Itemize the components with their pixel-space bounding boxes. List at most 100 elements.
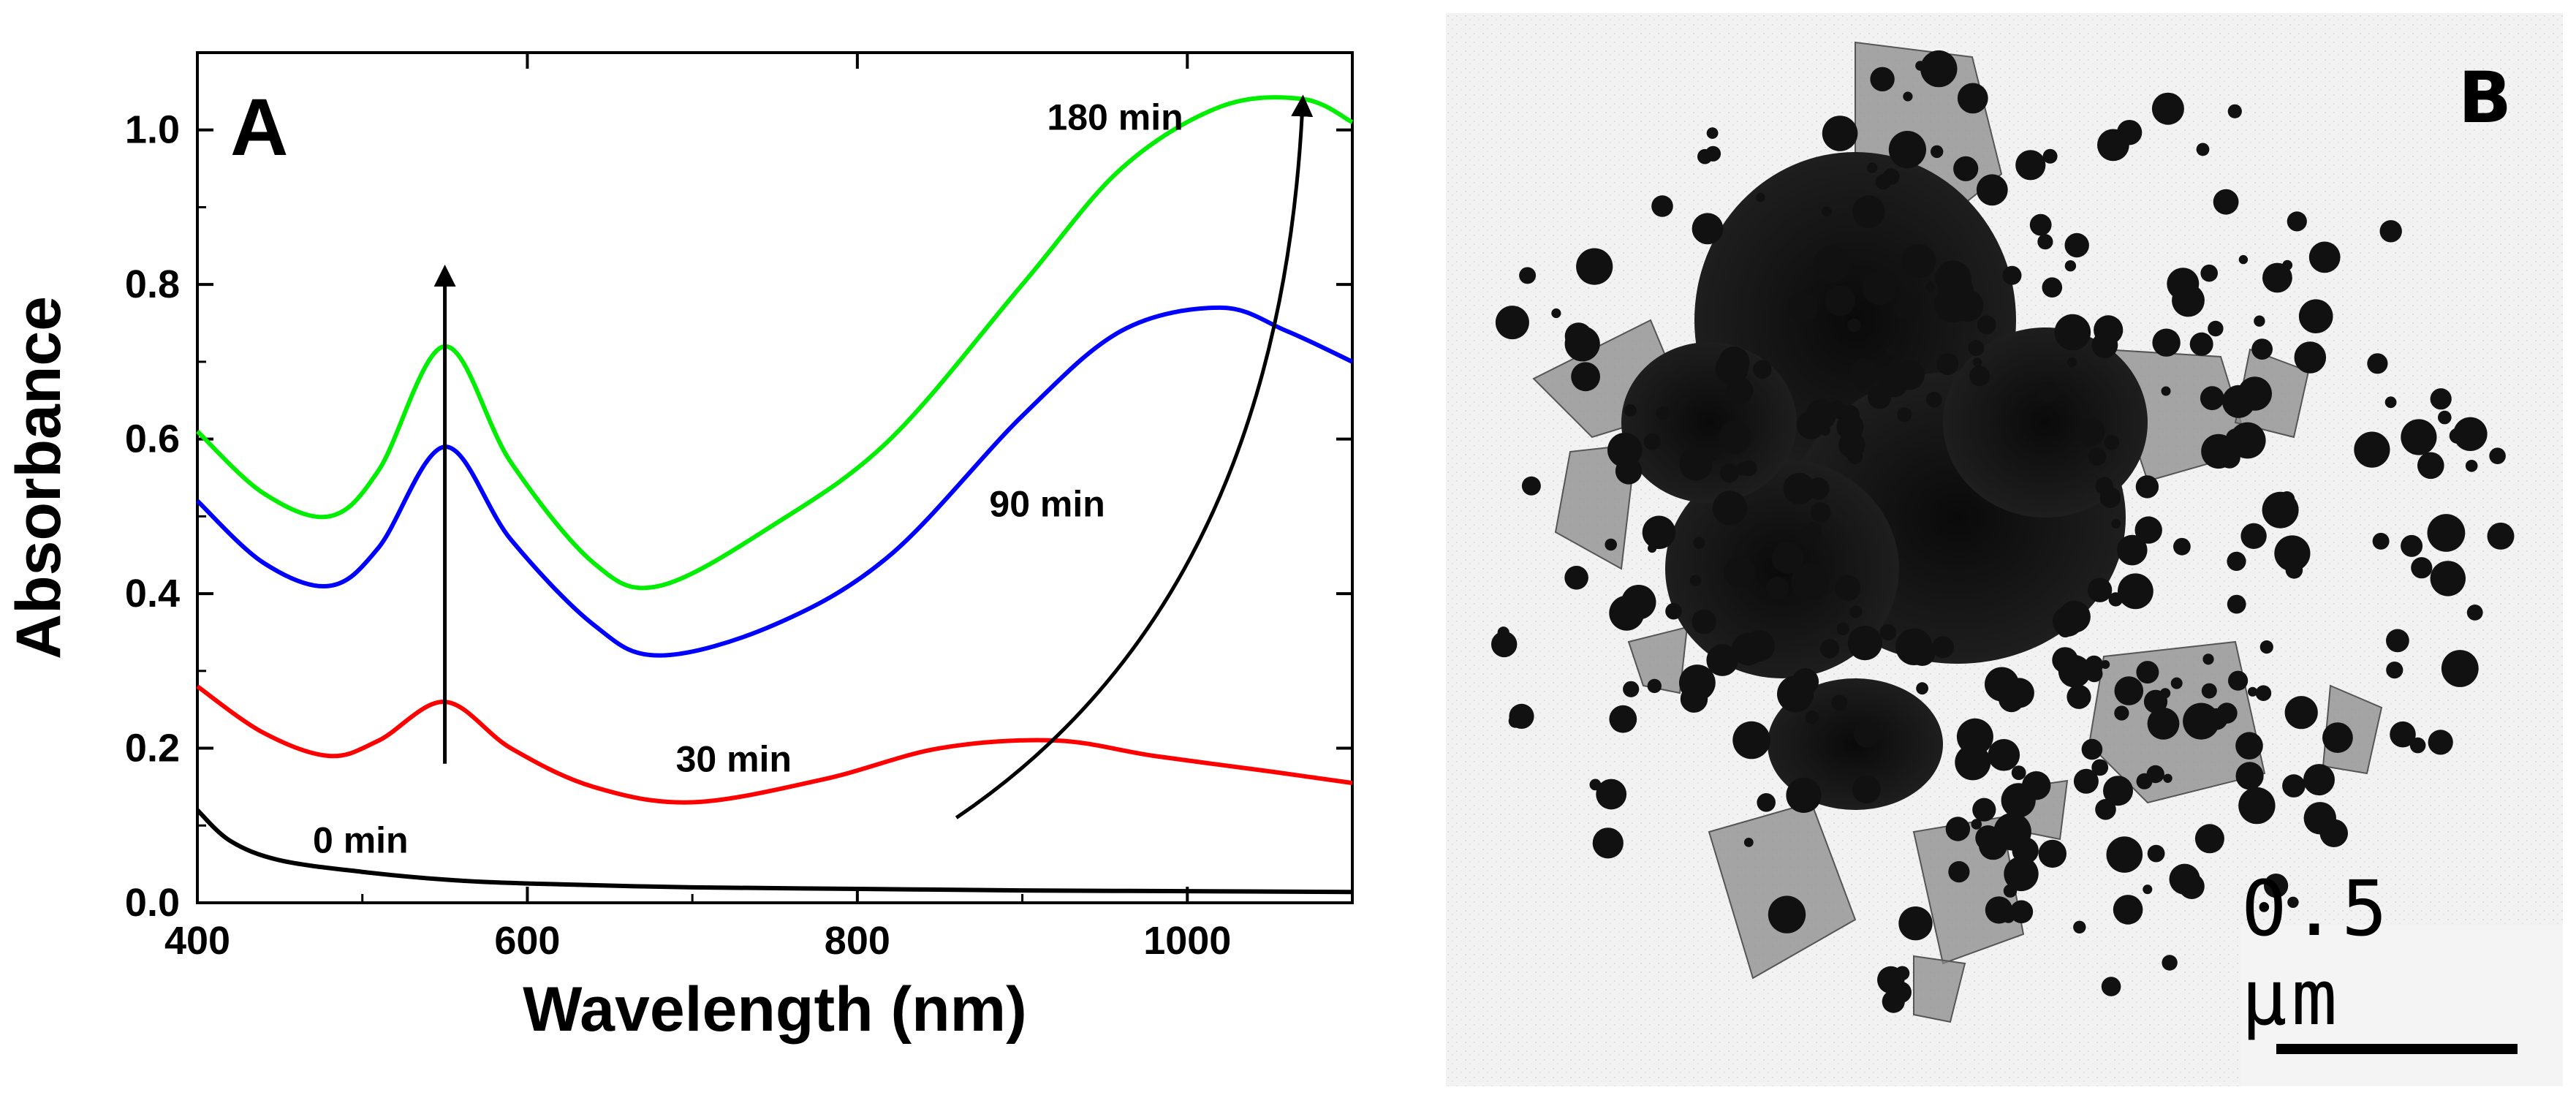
nanoparticle [1697, 148, 1713, 164]
nanoparticle [1916, 682, 1928, 695]
nanoparticle [1957, 83, 1988, 114]
nanoparticle [2386, 662, 2403, 679]
nanoparticle [1805, 711, 1819, 724]
nanoparticle [2095, 799, 2116, 820]
nanoparticle [2054, 314, 2091, 351]
nanoparticle [2146, 765, 2164, 784]
nanoparticle [2091, 759, 2109, 776]
nanoparticle [1724, 556, 1756, 588]
y-tick-label: 0.2 [125, 727, 180, 770]
nanoparticle [2386, 629, 2409, 653]
nanoparticle [2117, 534, 2148, 566]
nanoparticle [1521, 476, 1541, 496]
nanoparticle [2417, 452, 2444, 480]
x-tick-label: 1000 [1143, 919, 1231, 963]
nanoparticle [2200, 386, 2224, 411]
nanoparticle [2428, 730, 2453, 755]
x-axis-label: Wavelength (nm) [523, 974, 1027, 1045]
nanoparticle [1895, 966, 1910, 981]
nanoparticle [1810, 502, 1831, 523]
nanoparticle [1867, 162, 1878, 173]
nanoparticle [2225, 428, 2246, 450]
y-tick-label: 0.0 [125, 881, 180, 925]
nanoparticle [1819, 639, 1840, 659]
nanoparticle [2200, 264, 2218, 282]
nanoparticle [1693, 537, 1705, 549]
x-tick-label: 400 [164, 919, 230, 963]
nanoparticle [1497, 626, 1509, 639]
tem-micrograph: B 0.5 μm [1446, 13, 2563, 1086]
nanoparticle [1623, 681, 1640, 697]
nanoparticle [1875, 174, 1891, 190]
nanoparticle [2101, 977, 2121, 996]
nanoparticle [2409, 737, 2426, 754]
nanoparticle [2379, 220, 2402, 243]
nanoparticle [2076, 417, 2105, 446]
nanoparticle [2116, 120, 2143, 145]
nanoparticle [1999, 686, 2025, 713]
nanoparticle [1592, 827, 1624, 859]
nanoparticle [2015, 150, 2046, 181]
nanoparticle [1589, 779, 1602, 791]
nanoparticle [2162, 955, 2178, 971]
nanoparticle [1831, 694, 1848, 711]
nanoparticle [1783, 472, 1815, 505]
nanoparticle [2449, 428, 2465, 444]
nanoparticle [1757, 793, 1776, 812]
nanoparticle [1792, 529, 1802, 538]
nanoparticle [2002, 265, 2022, 285]
nanoparticle [1786, 777, 1822, 813]
nanoparticle [1932, 636, 1955, 659]
nanoparticle [1713, 490, 1748, 526]
nanoparticle [2489, 447, 2506, 464]
nanoparticle [1853, 720, 1881, 748]
nanoparticle [1926, 391, 1942, 408]
nanoparticle [2073, 920, 2086, 934]
nanoparticle [1985, 896, 2013, 924]
nanoparticle [2135, 475, 2159, 499]
nanoparticle [1996, 746, 2017, 767]
nanoparticle [1821, 206, 1832, 217]
trend-arrow-curved [955, 94, 1314, 819]
nanoparticle [2282, 774, 2306, 798]
nanoparticle [1768, 895, 1806, 933]
nanoparticle [2384, 396, 2397, 409]
nanoparticle [2134, 516, 2162, 544]
nanoparticle [1968, 340, 1985, 357]
nanoparticle [2143, 885, 2153, 895]
nanoparticle [1689, 575, 1701, 586]
nanoparticle [2441, 650, 2479, 687]
nanoparticle [1732, 632, 1765, 666]
nanoparticle [2111, 518, 2121, 529]
nanoparticle [2202, 654, 2214, 665]
nanoparticle [2189, 332, 2213, 356]
nanoparticle [1743, 838, 1754, 847]
nanoparticle [2465, 460, 2478, 472]
nanoparticle [1972, 798, 1996, 822]
nanoparticle [1971, 819, 1982, 830]
nanoparticle [1753, 360, 1772, 379]
nanoparticle [2222, 385, 2255, 418]
nanoparticle [2227, 594, 2246, 614]
nanoparticle [2152, 328, 2181, 357]
nanoparticle [1836, 622, 1850, 636]
nanoparticle [2274, 535, 2311, 572]
nanoparticle [1882, 990, 1905, 1013]
nanoparticle [2284, 696, 2318, 730]
nanoparticle [1609, 705, 1637, 733]
nanoparticle [2194, 824, 2224, 854]
nanoparticle [1735, 462, 1749, 476]
nanoparticle [1925, 282, 1936, 292]
nanoparticle [1876, 393, 1886, 402]
nanoparticle [2136, 661, 2159, 684]
nanoparticle [1825, 285, 1855, 317]
nanoparticle [1732, 721, 1770, 760]
nanoparticle [2037, 234, 2053, 250]
nanoparticle [2430, 561, 2466, 596]
y-tick-label: 0.6 [125, 417, 180, 461]
nanoparticle [2411, 557, 2433, 579]
nanoparticle [1607, 432, 1643, 468]
nanoparticle [2255, 685, 2272, 701]
nanoparticle [2114, 676, 2144, 705]
nanoparticle [1564, 566, 1588, 590]
